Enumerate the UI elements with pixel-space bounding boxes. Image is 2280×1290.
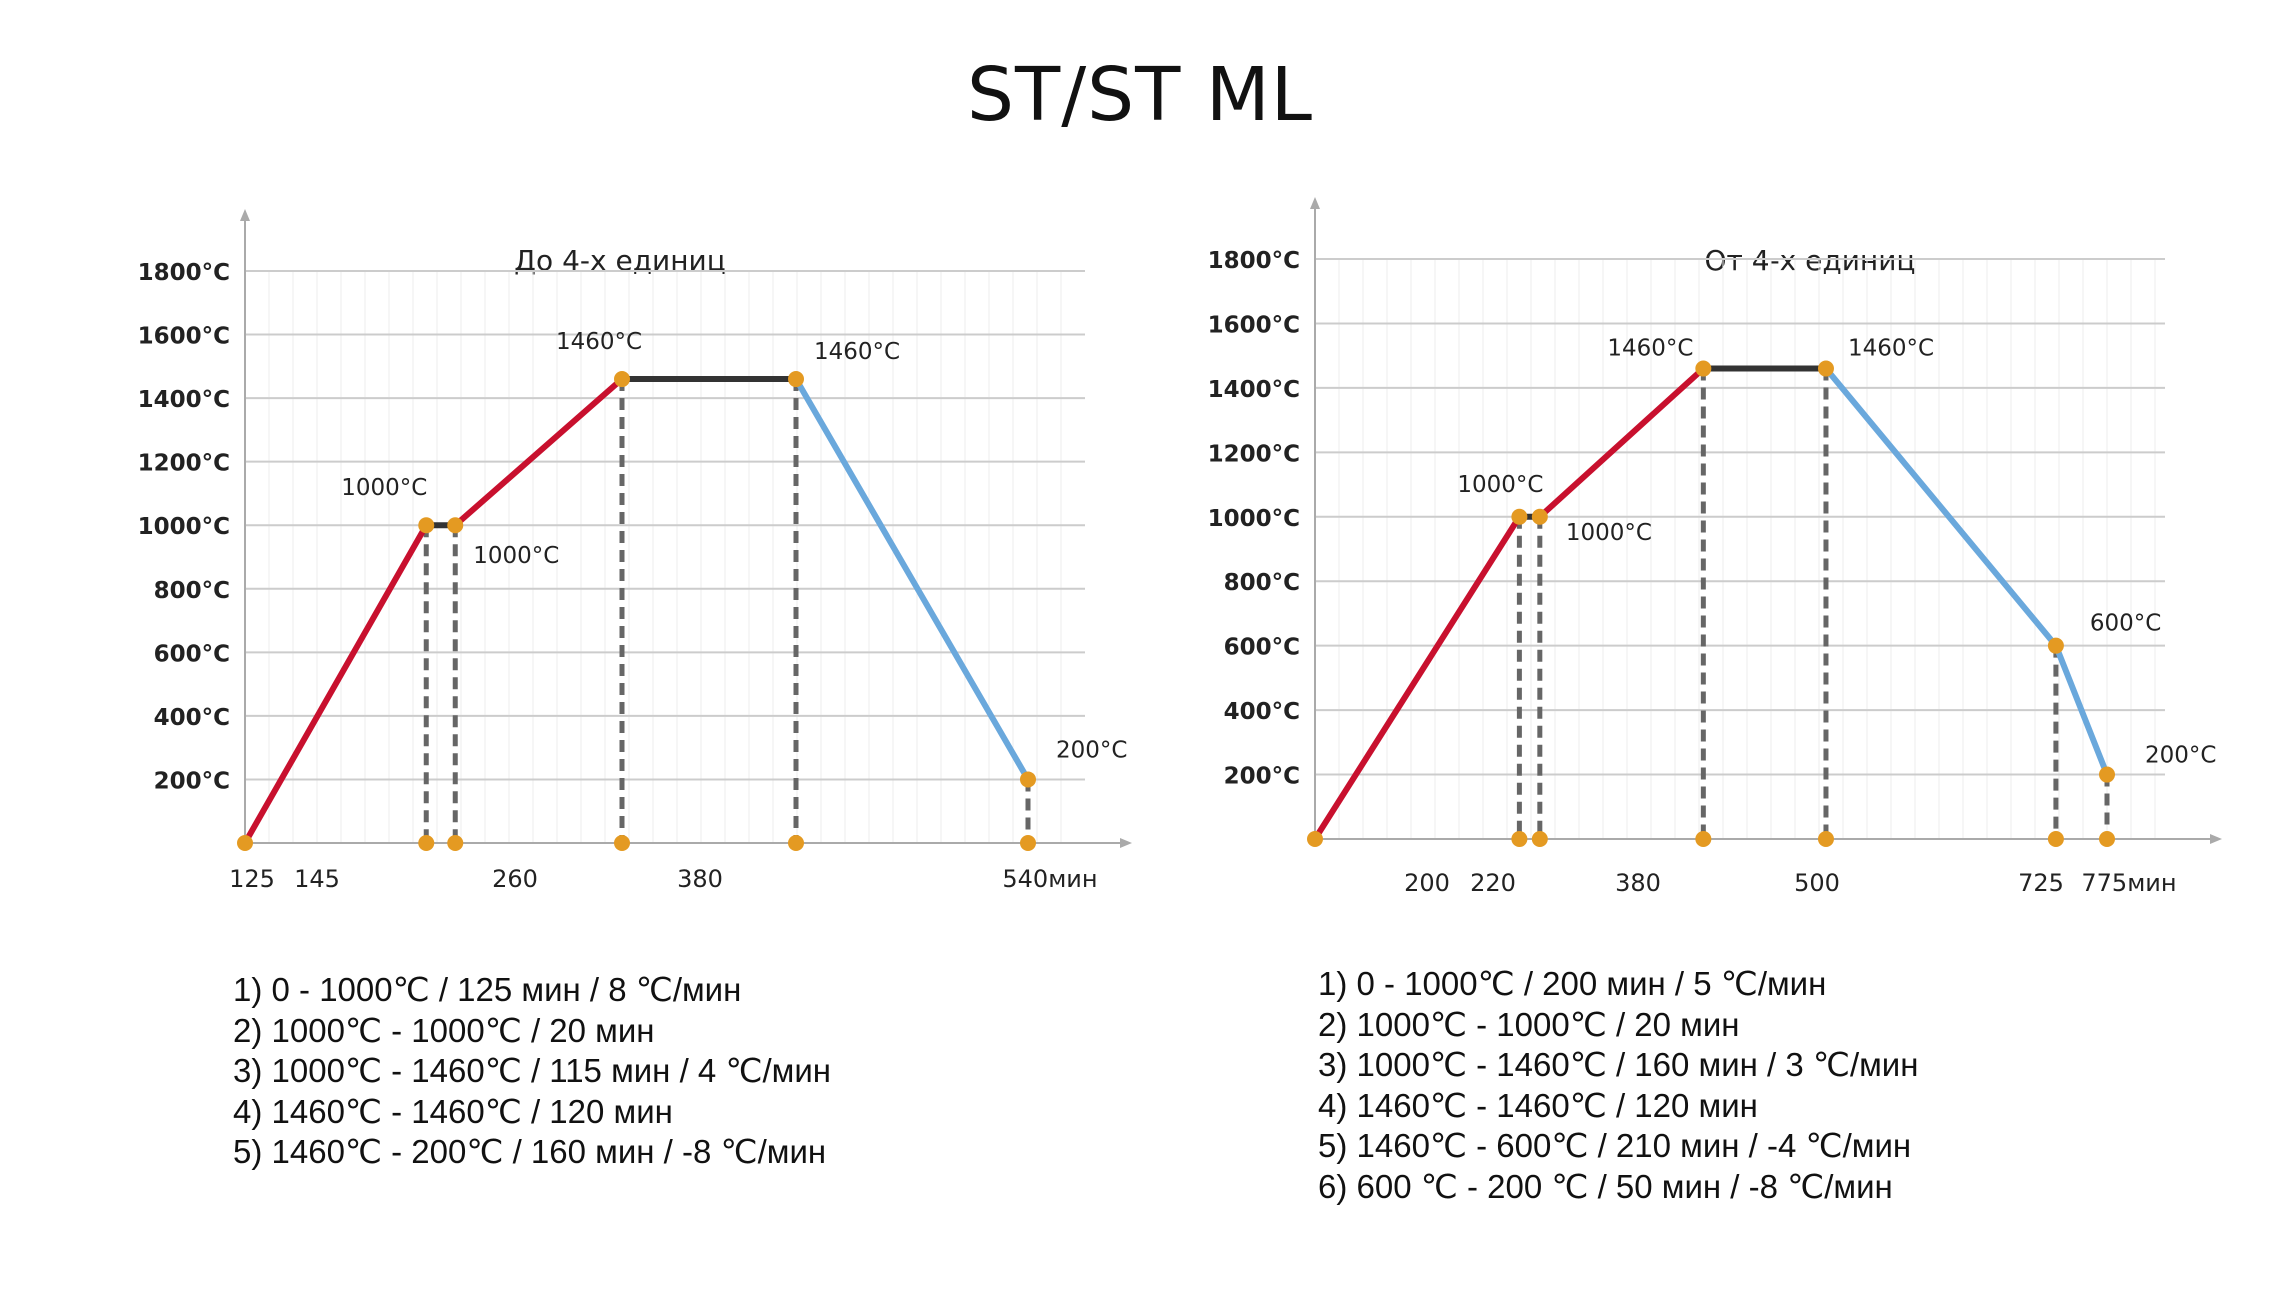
step-item: 5) 1460℃ - 200℃ / 160 мин / -8 ℃/мин	[233, 1133, 827, 1170]
step-item: 5) 1460℃ - 600℃ / 210 мин / -4 ℃/мин	[1318, 1127, 1912, 1164]
step-item: 6) 600 ℃ - 200 ℃ / 50 мин / -8 ℃/мин	[1318, 1167, 1893, 1205]
step-item: 2) 1000℃ - 1000℃ / 20 мин	[1318, 1005, 1740, 1043]
x-axis-arrow	[1120, 838, 1132, 848]
chart-title: До 4-х единиц	[514, 244, 726, 277]
y-tick-label: 600°C	[1224, 635, 1300, 661]
axis-point	[1531, 831, 1548, 847]
step-item: 4) 1460℃ - 1460℃ / 120 мин	[1318, 1086, 1758, 1124]
data-point	[2099, 766, 2115, 783]
data-point	[1531, 508, 1548, 525]
x-tick-label: 380	[1615, 869, 1661, 897]
axis-point	[2099, 831, 2115, 847]
data-point	[1020, 771, 1036, 788]
steps-list-from-4-units: 1) 0 - 1000℃ / 200 мин / 5 ℃/мин 2) 1000…	[1318, 964, 1918, 1207]
data-point	[1307, 831, 1323, 847]
data-point	[447, 517, 464, 534]
axis-point	[1695, 831, 1712, 847]
y-tick-label: 1800°C	[138, 260, 230, 286]
data-point	[237, 835, 253, 851]
point-label: 1000°C	[1457, 472, 1543, 498]
y-tick-label: 200°C	[154, 768, 230, 794]
segment-cooling	[1822, 365, 2059, 649]
point-label: 1000°C	[473, 543, 559, 569]
step-item: 1) 0 - 1000℃ / 125 мин / 8 ℃/мин	[233, 971, 742, 1008]
segment-heating	[242, 522, 430, 846]
y-tick-label: 400°C	[1224, 699, 1300, 725]
x-tick-label: 380	[677, 865, 723, 893]
chart-from-4-units: От 4-х единиц 200°C 400°C 600°C 800°C 1000°C 1…	[1208, 197, 2222, 897]
y-axis-arrow	[240, 209, 250, 221]
axis-point	[2047, 831, 2064, 847]
x-tick-label: 500	[1794, 869, 1840, 897]
segment-heating	[1536, 365, 1707, 520]
point-label: 1460°C	[1607, 336, 1693, 362]
point-label: 1460°C	[556, 329, 642, 355]
axis-point	[614, 835, 630, 851]
segment-heating	[1312, 513, 1523, 842]
point-label: 200°C	[2145, 743, 2216, 769]
y-tick-label: 800°C	[154, 578, 230, 604]
data-point	[614, 371, 630, 388]
x-tick-label: 145	[294, 865, 340, 893]
y-tick-label: 800°C	[1224, 570, 1300, 596]
page-title: ST/ST ML	[967, 52, 1313, 138]
y-tick-label: 200°C	[1224, 764, 1300, 790]
y-tick-label: 1400°C	[138, 387, 230, 413]
y-tick-label: 600°C	[154, 641, 230, 667]
step-item: 1) 0 - 1000℃ / 200 мин / 5 ℃/мин	[1318, 965, 1827, 1002]
chart-up-to-4-units: До 4-х единиц 200°C 400°C 600°C 800°C 1000°C 1…	[138, 209, 1132, 893]
x-axis-arrow	[2210, 834, 2222, 844]
steps-list-up-to-4-units: 1) 0 - 1000℃ / 125 мин / 8 ℃/мин 2) 1000…	[233, 970, 831, 1173]
y-tick-label: 1000°C	[138, 514, 230, 540]
chart-title: От 4-х единиц	[1705, 244, 1916, 277]
point-label: 1460°C	[814, 339, 900, 365]
y-tick-label: 1200°C	[1208, 441, 1300, 467]
x-tick-label: 260	[492, 865, 538, 893]
segment-cooling	[2052, 642, 2110, 778]
data-point	[1817, 360, 1834, 377]
point-label: 1000°C	[341, 475, 427, 501]
x-tick-label: 200	[1404, 869, 1450, 897]
axis-point	[1817, 831, 1834, 847]
x-tick-label: 725	[2018, 869, 2064, 897]
y-tick-label: 1600°C	[138, 324, 230, 350]
data-point	[1695, 360, 1712, 377]
x-tick-label: 540мин	[1002, 865, 1097, 893]
x-tick-label: 775мин	[2081, 869, 2176, 897]
segment-cooling	[793, 376, 1031, 783]
y-tick-label: 1200°C	[138, 451, 230, 477]
x-tick-label: 220	[1470, 869, 1516, 897]
data-point	[788, 371, 804, 388]
axis-point	[418, 835, 435, 851]
step-item: 3) 1000℃ - 1460℃ / 115 мин / 4 ℃/мин	[233, 1052, 832, 1089]
y-tick-label: 1600°C	[1208, 312, 1300, 338]
data-point	[1511, 508, 1528, 525]
point-label: 600°C	[2090, 611, 2161, 637]
step-item: 2) 1000℃ - 1000℃ / 20 мин	[233, 1011, 655, 1049]
point-label: 200°C	[1056, 737, 1127, 763]
y-tick-label: 1000°C	[1208, 506, 1300, 532]
axis-point	[1511, 831, 1528, 847]
step-item: 3) 1000℃ - 1460℃ / 160 мин / 3 ℃/мин	[1318, 1046, 1919, 1083]
y-axis-arrow	[1310, 197, 1320, 209]
point-label: 1000°C	[1566, 520, 1652, 546]
point-label: 1460°C	[1848, 336, 1934, 362]
axis-point	[447, 835, 464, 851]
y-tick-label: 1800°C	[1208, 248, 1300, 274]
axis-point	[788, 835, 804, 851]
y-tick-label: 400°C	[154, 705, 230, 731]
step-item: 4) 1460℃ - 1460℃ / 120 мин	[233, 1092, 673, 1130]
segment-heating	[452, 376, 625, 529]
data-point	[2047, 637, 2064, 654]
y-tick-label: 1400°C	[1208, 377, 1300, 403]
axis-point	[1020, 835, 1036, 851]
x-tick-label: 125	[229, 865, 275, 893]
data-point	[418, 517, 435, 534]
